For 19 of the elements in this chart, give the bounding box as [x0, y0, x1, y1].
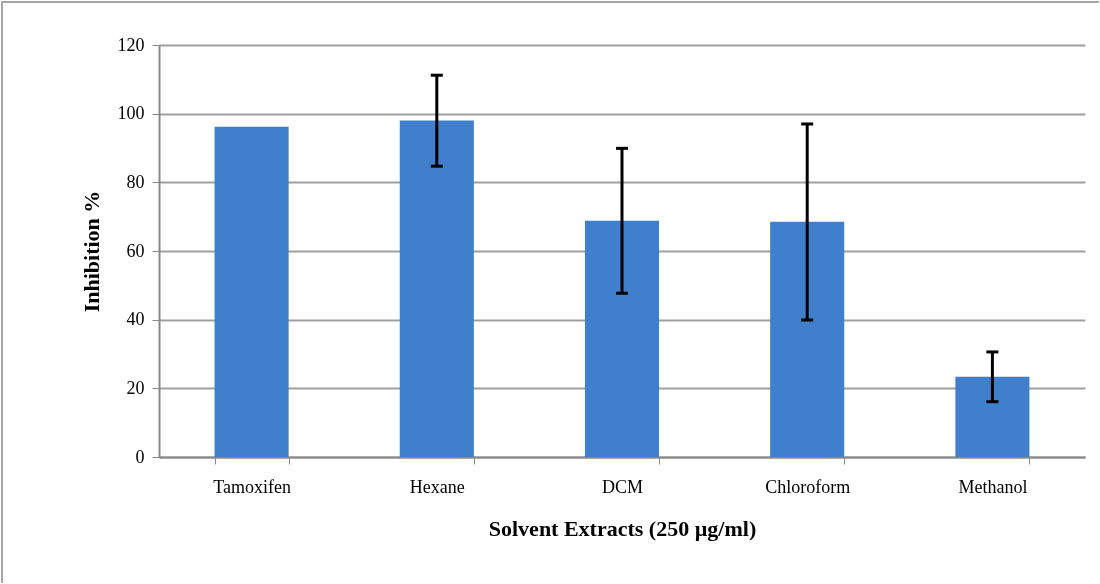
- y-tick-label: 100: [117, 103, 145, 124]
- y-tick-label: 120: [117, 34, 145, 55]
- y-tick-label: 60: [126, 240, 145, 261]
- bar: [584, 220, 660, 457]
- y-tick-label: 80: [126, 171, 145, 192]
- x-tick-label: DCM: [601, 476, 644, 497]
- bar: [955, 376, 1030, 457]
- x-tick-label: Chloroform: [765, 476, 851, 497]
- x-axis-title: Solvent Extracts (250 µg/ml): [488, 515, 757, 541]
- x-tick-label: Methanol: [958, 476, 1028, 497]
- y-tick-label: 20: [126, 377, 145, 398]
- y-axis-title: Inhibition %: [78, 190, 104, 313]
- bar: [214, 126, 289, 457]
- bar: [770, 221, 845, 457]
- bar: [399, 120, 474, 457]
- y-tick-label: 0: [135, 446, 145, 467]
- x-tick-label: Hexane: [409, 476, 465, 497]
- x-tick-label: Tamoxifen: [213, 476, 291, 497]
- y-tick-label: 40: [126, 309, 145, 330]
